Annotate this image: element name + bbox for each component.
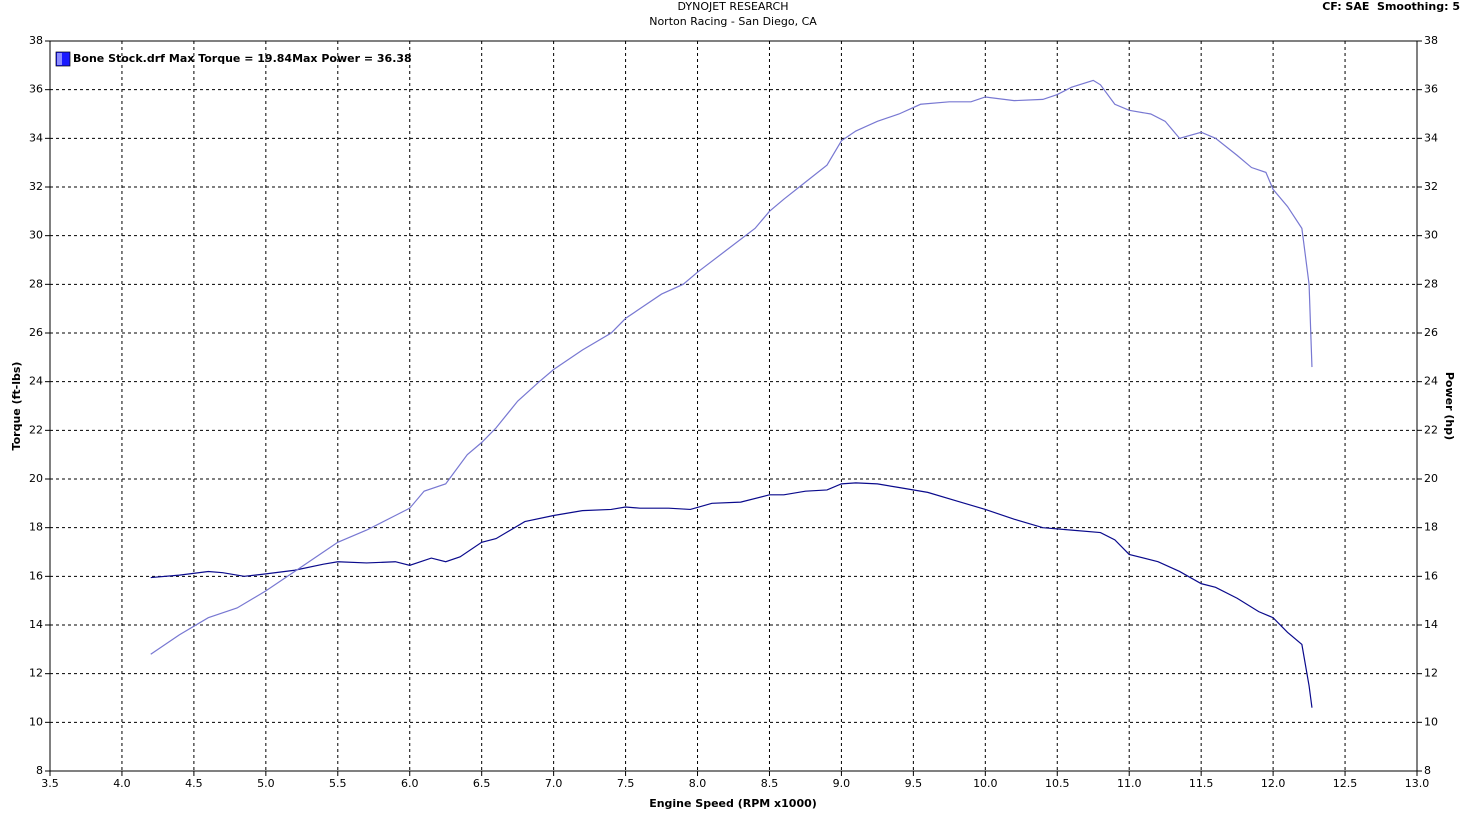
y2-tick-label: 26 xyxy=(1424,326,1438,339)
legend-swatch-highlight xyxy=(57,53,62,65)
annotation: Max Power = 36.38 xyxy=(292,52,412,65)
data-line xyxy=(150,482,1313,708)
annotation: Max Torque = 19.84 xyxy=(169,52,293,65)
y-tick-label: 28 xyxy=(29,277,43,290)
y-tick-label: 14 xyxy=(29,618,43,631)
y2-tick-label: 20 xyxy=(1424,472,1438,485)
y-tick-label: 8 xyxy=(36,764,43,777)
x-tick-label: 8.0 xyxy=(689,777,707,790)
y2-tick-label: 32 xyxy=(1424,180,1438,193)
x-tick-label: 7.5 xyxy=(617,777,635,790)
y-tick-label: 34 xyxy=(29,131,43,144)
x-tick-label: 3.5 xyxy=(41,777,59,790)
y-tick-label: 16 xyxy=(29,569,43,582)
x-tick-label: 8.5 xyxy=(761,777,779,790)
y-tick-label: 38 xyxy=(29,34,43,47)
legend-label: Bone Stock.drf xyxy=(73,52,165,65)
x-tick-label: 5.5 xyxy=(329,777,347,790)
data-line xyxy=(150,79,1313,655)
y-axis-label: Torque (ft-lbs) xyxy=(10,362,23,451)
x-tick-label: 11.0 xyxy=(1117,777,1142,790)
y-tick-label: 20 xyxy=(29,472,43,485)
y2-tick-label: 28 xyxy=(1424,277,1438,290)
x-tick-label: 11.5 xyxy=(1189,777,1214,790)
x-tick-label: 4.0 xyxy=(113,777,131,790)
y2-tick-label: 30 xyxy=(1424,229,1438,242)
y-tick-label: 24 xyxy=(29,375,43,388)
x-tick-label: 10.0 xyxy=(973,777,998,790)
x-axis-label: Engine Speed (RPM x1000) xyxy=(649,797,817,810)
y-tick-label: 18 xyxy=(29,521,43,534)
y2-tick-label: 38 xyxy=(1424,34,1438,47)
y-tick-label: 22 xyxy=(29,423,43,436)
y2-tick-label: 24 xyxy=(1424,375,1438,388)
y-tick-label: 12 xyxy=(29,667,43,680)
chart-title: DYNOJET RESEARCH xyxy=(678,0,789,13)
y2-tick-label: 16 xyxy=(1424,569,1438,582)
y-tick-label: 30 xyxy=(29,229,43,242)
y-tick-label: 36 xyxy=(29,83,43,96)
x-tick-label: 10.5 xyxy=(1045,777,1070,790)
y2-tick-label: 18 xyxy=(1424,521,1438,534)
y-tick-label: 10 xyxy=(29,715,43,728)
x-tick-label: 13.0 xyxy=(1405,777,1430,790)
legend-text: Bone Stock.drf Max Torque = 19.84Max Powe… xyxy=(73,52,412,65)
y2-tick-label: 8 xyxy=(1424,764,1431,777)
y2-tick-label: 12 xyxy=(1424,667,1438,680)
y2-tick-label: 14 xyxy=(1424,618,1438,631)
y2-tick-label: 22 xyxy=(1424,423,1438,436)
y2-axis-label: Power (hp) xyxy=(1443,372,1456,440)
x-tick-label: 4.5 xyxy=(185,777,203,790)
plot-area xyxy=(50,41,1417,771)
y-tick-label: 32 xyxy=(29,180,43,193)
plot-frame xyxy=(49,40,1418,772)
x-tick-label: 12.0 xyxy=(1261,777,1286,790)
x-tick-label: 9.5 xyxy=(905,777,923,790)
chart-subtitle: Norton Racing - San Diego, CA xyxy=(649,15,817,28)
y2-tick-label: 34 xyxy=(1424,131,1438,144)
x-tick-label: 9.0 xyxy=(833,777,851,790)
corner-note: CF: SAE Smoothing: 5 xyxy=(1322,0,1460,13)
x-tick-label: 6.0 xyxy=(401,777,419,790)
legend: Bone Stock.drf Max Torque = 19.84Max Powe… xyxy=(55,51,412,67)
x-tick-label: 5.0 xyxy=(257,777,275,790)
y-tick-label: 26 xyxy=(29,326,43,339)
y2-tick-label: 10 xyxy=(1424,715,1438,728)
x-tick-label: 6.5 xyxy=(473,777,491,790)
x-tick-label: 7.0 xyxy=(545,777,563,790)
y2-tick-label: 36 xyxy=(1424,83,1438,96)
x-tick-label: 12.5 xyxy=(1333,777,1358,790)
